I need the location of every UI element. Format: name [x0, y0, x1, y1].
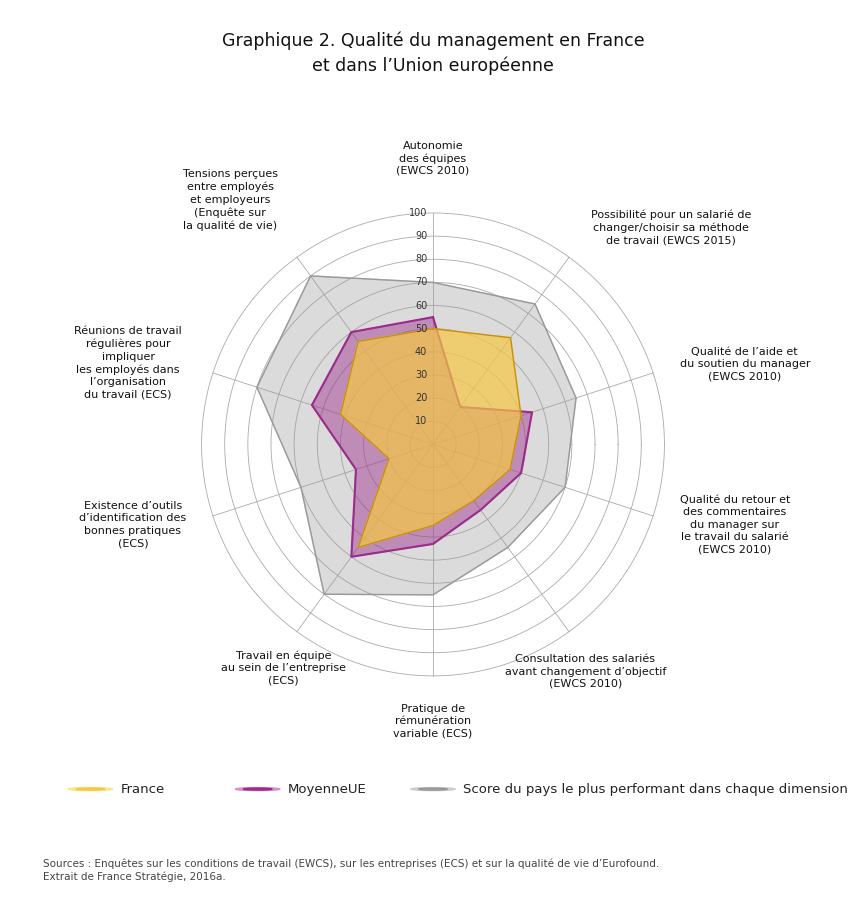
Text: 40: 40	[415, 346, 427, 356]
Text: 80: 80	[415, 254, 427, 264]
Text: 10: 10	[415, 416, 427, 426]
Text: 60: 60	[415, 300, 427, 310]
Circle shape	[243, 788, 272, 790]
Circle shape	[68, 787, 113, 791]
Circle shape	[410, 787, 456, 791]
Text: MoyenneUE: MoyenneUE	[288, 783, 366, 795]
Text: 50: 50	[415, 324, 427, 334]
Text: Tensions perçues
entre employés
et employeurs
(Enquête sur
la qualité de vie): Tensions perçues entre employés et emplo…	[183, 170, 278, 231]
Text: 90: 90	[415, 231, 427, 241]
Polygon shape	[340, 328, 521, 548]
Text: Score du pays le plus performant dans chaque dimension: Score du pays le plus performant dans ch…	[463, 783, 848, 795]
Circle shape	[236, 787, 280, 791]
Text: Sources : Enquêtes sur les conditions de travail (EWCS), sur les entreprises (EC: Sources : Enquêtes sur les conditions de…	[43, 859, 660, 882]
Text: Qualité de l’aide et
du soutien du manager
(EWCS 2010): Qualité de l’aide et du soutien du manag…	[680, 347, 810, 382]
Text: 70: 70	[415, 278, 427, 288]
Text: Réunions de travail
régulières pour
impliquer
les employés dans
l’organisation
d: Réunions de travail régulières pour impl…	[74, 327, 182, 400]
Text: Pratique de
rémunération
variable (ECS): Pratique de rémunération variable (ECS)	[393, 704, 473, 738]
Polygon shape	[257, 276, 576, 595]
Text: Autonomie
des équipes
(EWCS 2010): Autonomie des équipes (EWCS 2010)	[397, 141, 469, 176]
Text: 20: 20	[415, 393, 427, 403]
Text: France: France	[120, 783, 165, 795]
Text: Travail en équipe
au sein de l’entreprise
(ECS): Travail en équipe au sein de l’entrepris…	[221, 650, 346, 686]
Text: 100: 100	[409, 208, 427, 218]
Circle shape	[418, 788, 448, 790]
Polygon shape	[312, 317, 532, 557]
Text: Graphique 2. Qualité du management en France
et dans l’Union européenne: Graphique 2. Qualité du management en Fr…	[222, 32, 644, 74]
Circle shape	[76, 788, 105, 790]
Text: Possibilité pour un salarié de
changer/choisir sa méthode
de travail (EWCS 2015): Possibilité pour un salarié de changer/c…	[591, 210, 751, 245]
Text: Consultation des salariés
avant changement d’objectif
(EWCS 2010): Consultation des salariés avant changeme…	[505, 654, 666, 689]
Text: Existence d’outils
d’identification des
bonnes pratiques
(ECS): Existence d’outils d’identification des …	[80, 501, 186, 548]
Text: Qualité du retour et
des commentaires
du manager sur
le travail du salarié
(EWCS: Qualité du retour et des commentaires du…	[680, 494, 790, 554]
Text: 30: 30	[415, 370, 427, 380]
